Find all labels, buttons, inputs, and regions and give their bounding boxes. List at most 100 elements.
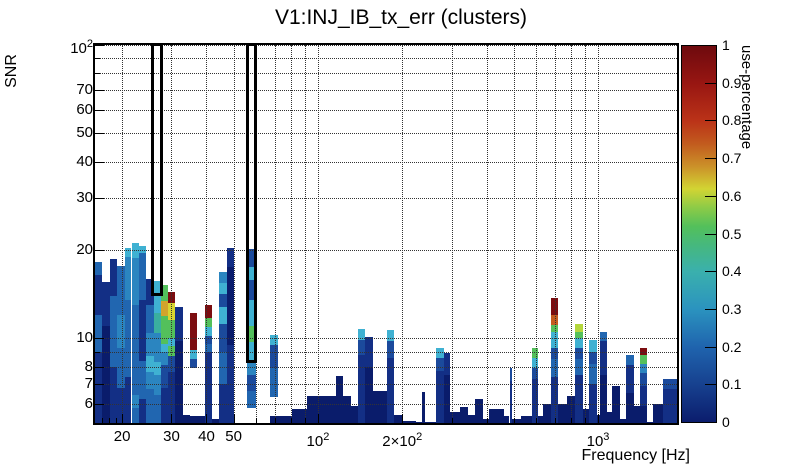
bar-segment [160, 343, 169, 352]
colorbar-tick-label: 0.5 [722, 225, 742, 242]
bar-segment [574, 323, 584, 332]
y-tick [95, 366, 104, 368]
bar-segment [647, 421, 654, 423]
bar-segment [153, 375, 161, 396]
x-tick [554, 418, 556, 423]
bar-segment [306, 396, 336, 423]
y-tick-label: 30 [76, 189, 93, 207]
colorbar-tick-label: 0.1 [722, 376, 742, 393]
colorbar-tick [705, 120, 717, 122]
bar-segment [532, 367, 539, 379]
bar-segment [219, 272, 227, 283]
gridline-x [402, 45, 404, 423]
bar-segment [292, 408, 307, 423]
y-tick-label: 7 [84, 374, 93, 392]
x-tick [402, 414, 404, 423]
bar-segment [639, 385, 648, 406]
bar-segment [160, 285, 169, 302]
bar-segment [204, 327, 213, 336]
colorbar-tick [705, 271, 717, 273]
gridline-y [95, 73, 677, 75]
bar-segment [219, 383, 227, 423]
gridline-x [274, 45, 276, 423]
bar-segment [226, 267, 234, 345]
bar-segment [574, 347, 584, 360]
bar-segment [520, 415, 533, 423]
bar-segment [662, 389, 677, 423]
bar-segment [550, 347, 559, 360]
bar-segment [131, 304, 140, 396]
bar-segment [146, 356, 154, 372]
x-tick [290, 418, 292, 423]
colorbar-tick-label: 1 [722, 37, 730, 53]
colorbar-tick [705, 158, 717, 160]
gridline-x [451, 45, 453, 423]
bar-segment [626, 365, 634, 394]
bar-segment [153, 333, 161, 363]
y-tick [95, 403, 104, 405]
bar-segment [482, 419, 490, 423]
bar-segment [153, 313, 161, 334]
bar-segment [538, 415, 544, 423]
x-tick [451, 418, 453, 423]
bar-segment [95, 262, 103, 275]
bar-segment [117, 387, 125, 423]
bar-segment [204, 351, 213, 423]
colorbar-tick-label: 0.4 [722, 263, 742, 280]
bar-segment [394, 414, 402, 423]
bar-segment [246, 280, 257, 301]
bar-segment [550, 315, 559, 326]
bar-segment [175, 341, 183, 423]
bar-segment [246, 300, 257, 327]
gridline-x [233, 45, 235, 423]
y-tick-label: 50 [76, 124, 93, 142]
bar-segment [246, 326, 257, 343]
gridline-x [598, 45, 600, 423]
bar-segment [153, 395, 161, 423]
y-tick [95, 351, 100, 353]
colorbar-tick [705, 308, 717, 310]
x-tick [206, 414, 208, 423]
y-tick-label: 60 [76, 101, 93, 119]
x-tick [535, 418, 537, 423]
gridline-x [554, 45, 556, 423]
bar-segment [600, 341, 608, 376]
bar-segment [110, 366, 118, 423]
x-axis-title: Frequency [Hz] [581, 447, 690, 464]
bar-segment [190, 350, 198, 360]
y-tick [95, 161, 104, 163]
x-tick [109, 418, 111, 423]
x-tick-label: 2×102 [382, 431, 423, 450]
y-tick-label: 20 [76, 241, 93, 259]
y-tick [95, 45, 104, 46]
chart-title: V1:INJ_IB_tx_err (clusters) [274, 6, 528, 29]
bar-segment [131, 395, 140, 408]
colorbar-tick-label: 0.7 [722, 150, 742, 167]
bar-segment [387, 357, 395, 423]
bar-segment [117, 315, 125, 348]
bar-segment [204, 335, 213, 344]
y-tick [95, 383, 104, 385]
bar-segment [110, 295, 118, 367]
gridline-y [95, 351, 677, 353]
bar-segment [95, 274, 103, 316]
bar-segment [503, 415, 510, 423]
bar-segment [607, 412, 612, 423]
gridline-x [290, 45, 292, 423]
y-tick [95, 58, 100, 60]
x-tick [115, 418, 117, 423]
bar-segment [574, 338, 584, 348]
bar-segment [219, 306, 227, 324]
gridline-x [122, 45, 124, 423]
bar-segment [246, 362, 257, 376]
bar-segment [558, 403, 567, 423]
x-tick [513, 418, 515, 423]
bar-segment [401, 420, 417, 423]
bar-segment [588, 351, 598, 364]
bar-segment [139, 252, 147, 301]
gridline-y [95, 403, 677, 405]
gridline-x [206, 45, 208, 423]
cluster-box [245, 43, 258, 363]
bar-segment [270, 368, 278, 398]
